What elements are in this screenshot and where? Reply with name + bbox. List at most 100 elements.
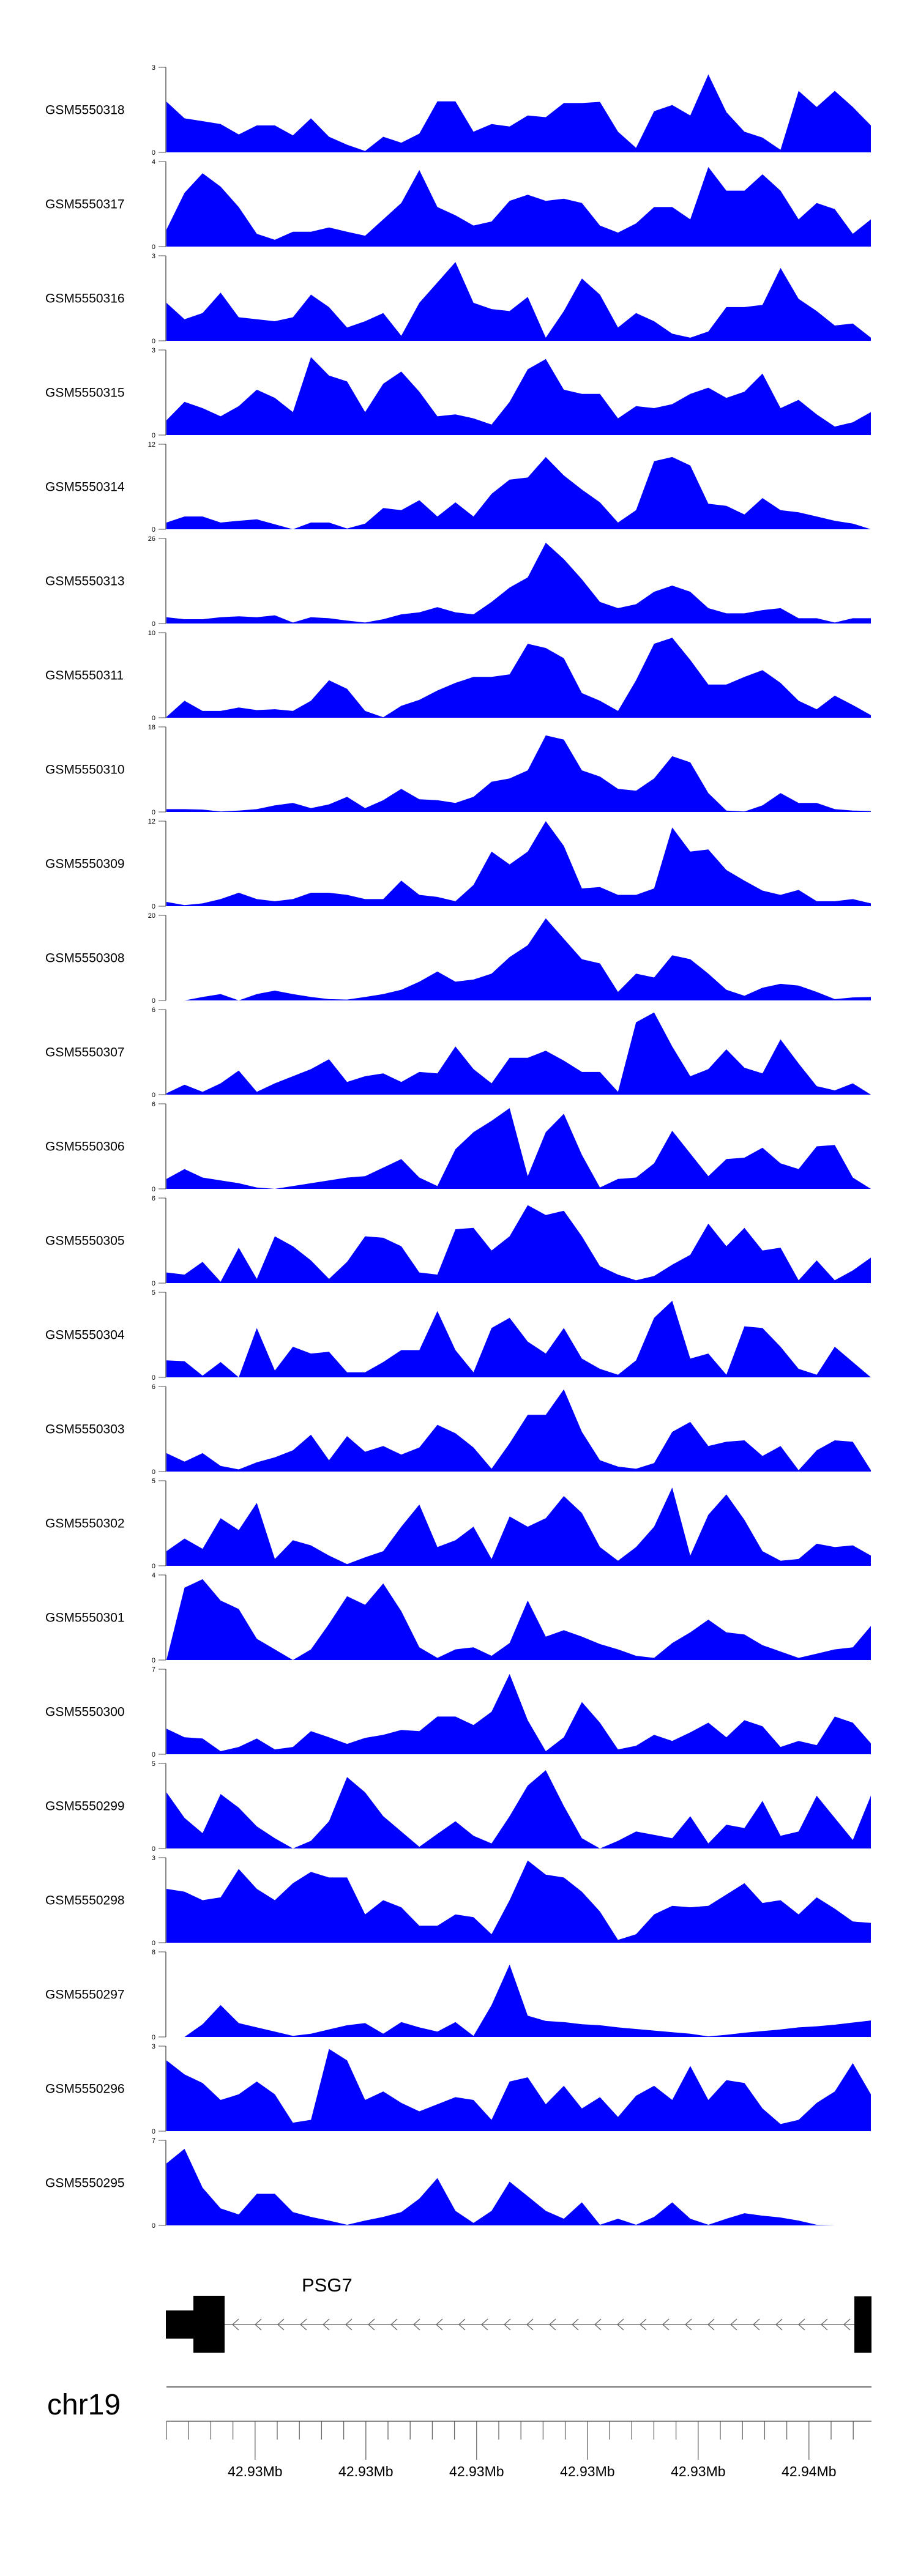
genome-tick-label: 42.93Mb bbox=[228, 2463, 283, 2479]
coverage-area bbox=[166, 2049, 871, 2131]
track-GSM5550303: GSM5550303 6 0 bbox=[45, 1383, 871, 1476]
track-GSM5550300: GSM5550300 7 0 bbox=[45, 1666, 871, 1759]
y-tick-label-max: 3 bbox=[152, 347, 155, 354]
y-tick-label-max: 5 bbox=[152, 1289, 155, 1297]
strand-arrow bbox=[300, 2318, 307, 2331]
coverage-area bbox=[166, 1770, 871, 1848]
y-tick-label-max: 6 bbox=[152, 1101, 155, 1108]
track-label: GSM5550308 bbox=[45, 951, 125, 966]
y-tick-label-zero: 0 bbox=[152, 1469, 155, 1476]
coverage-area bbox=[166, 735, 871, 812]
strand-arrow bbox=[775, 2318, 783, 2331]
track-GSM5550308: GSM5550308 20 0 bbox=[45, 912, 871, 1005]
track-GSM5550298: GSM5550298 3 0 bbox=[45, 1855, 871, 1947]
coverage-area bbox=[166, 1487, 871, 1566]
y-tick-label-zero: 0 bbox=[152, 1940, 155, 1947]
strand-arrow bbox=[707, 2318, 715, 2331]
track-GSM5550314: GSM5550314 12 0 bbox=[45, 441, 871, 534]
coverage-area bbox=[166, 74, 871, 152]
y-tick-label-max: 8 bbox=[152, 1949, 155, 1956]
strand-arrow bbox=[255, 2318, 262, 2331]
track-label: GSM5550316 bbox=[45, 292, 125, 306]
coverage-area bbox=[166, 1579, 871, 1660]
coverage-area bbox=[166, 1108, 871, 1189]
strand-arrow bbox=[662, 2318, 670, 2331]
y-tick-label-max: 4 bbox=[152, 1572, 155, 1579]
y-tick-label-max: 3 bbox=[152, 1855, 155, 1862]
track-label: GSM5550302 bbox=[45, 1517, 125, 1531]
track-GSM5550315: GSM5550315 3 0 bbox=[45, 347, 871, 439]
track-GSM5550297: GSM5550297 8 0 bbox=[45, 1949, 871, 2041]
y-tick-label-zero: 0 bbox=[152, 1280, 155, 1287]
coverage-area bbox=[166, 1673, 871, 1754]
y-tick-label-zero: 0 bbox=[152, 1186, 155, 1193]
y-tick-label-zero: 0 bbox=[152, 809, 155, 816]
track-GSM5550309: GSM5550309 12 0 bbox=[45, 818, 871, 910]
coverage-area bbox=[166, 918, 871, 1000]
strand-arrow bbox=[436, 2318, 443, 2331]
track-label: GSM5550315 bbox=[45, 386, 125, 400]
strand-arrow bbox=[640, 2318, 647, 2331]
y-tick-label-zero: 0 bbox=[152, 1374, 155, 1382]
track-label: GSM5550318 bbox=[45, 103, 125, 117]
y-tick-label-zero: 0 bbox=[152, 2222, 155, 2230]
track-label: GSM5550314 bbox=[45, 480, 125, 494]
y-tick-label-max: 12 bbox=[148, 441, 155, 449]
coverage-area bbox=[166, 2148, 871, 2225]
y-tick-label-max: 5 bbox=[152, 1478, 155, 1485]
y-tick-label-max: 3 bbox=[152, 253, 155, 260]
y-tick-label-max: 6 bbox=[152, 1383, 155, 1391]
genome-tick-label: 42.93Mb bbox=[449, 2463, 504, 2479]
y-tick-label-max: 7 bbox=[152, 1666, 155, 1673]
coverage-area bbox=[166, 1964, 871, 2037]
y-tick-label-zero: 0 bbox=[152, 2034, 155, 2041]
y-tick-label-zero: 0 bbox=[152, 244, 155, 251]
strand-arrow bbox=[390, 2318, 398, 2331]
track-GSM5550317: GSM5550317 4 0 bbox=[45, 158, 871, 251]
strand-arrow bbox=[685, 2318, 692, 2331]
strand-arrow bbox=[594, 2318, 602, 2331]
strand-arrow bbox=[277, 2318, 285, 2331]
genome-tick-label: 42.93Mb bbox=[338, 2463, 394, 2479]
y-tick-label-zero: 0 bbox=[152, 149, 155, 157]
track-label: GSM5550296 bbox=[45, 2082, 125, 2096]
y-tick-label-zero: 0 bbox=[152, 1751, 155, 1759]
track-GSM5550304: GSM5550304 5 0 bbox=[45, 1289, 871, 1382]
y-tick-label-max: 5 bbox=[152, 1760, 155, 1768]
y-tick-label-zero: 0 bbox=[152, 997, 155, 1005]
track-GSM5550305: GSM5550305 6 0 bbox=[45, 1195, 871, 1287]
y-tick-label-zero: 0 bbox=[152, 1845, 155, 1853]
coverage-area bbox=[166, 1860, 871, 1943]
y-tick-label-max: 26 bbox=[148, 535, 155, 543]
strand-arrow bbox=[730, 2318, 737, 2331]
genome-tick-label: 42.94Mb bbox=[782, 2463, 837, 2479]
y-tick-label-max: 3 bbox=[152, 64, 155, 72]
y-tick-label-zero: 0 bbox=[152, 1657, 155, 1664]
y-tick-label-max: 20 bbox=[148, 912, 155, 920]
y-tick-label-max: 3 bbox=[152, 2043, 155, 2050]
y-tick-label-max: 10 bbox=[148, 630, 155, 637]
coverage-area bbox=[166, 167, 871, 247]
gene-track: PSG7 bbox=[166, 2274, 871, 2353]
track-GSM5550318: GSM5550318 3 0 bbox=[45, 64, 871, 157]
track-label: GSM5550310 bbox=[45, 763, 125, 777]
coverage-area bbox=[166, 357, 871, 435]
coverage-area bbox=[166, 1012, 871, 1095]
coverage-tracks: GSM555031830GSM555031740GSM555031630GSM5… bbox=[45, 64, 871, 2230]
coverage-area bbox=[166, 262, 871, 341]
track-GSM5550307: GSM5550307 6 0 bbox=[45, 1007, 871, 1099]
strand-arrow bbox=[526, 2318, 534, 2331]
y-tick-label-max: 6 bbox=[152, 1195, 155, 1202]
coverage-area bbox=[166, 456, 871, 529]
track-label: GSM5550311 bbox=[45, 669, 124, 683]
gene-label: PSG7 bbox=[302, 2274, 353, 2296]
track-GSM5550302: GSM5550302 5 0 bbox=[45, 1478, 871, 1570]
track-label: GSM5550309 bbox=[45, 857, 125, 871]
track-GSM5550295: GSM5550295 7 0 bbox=[45, 2137, 871, 2230]
genome-tick-label: 42.93Mb bbox=[671, 2463, 726, 2479]
strand-arrow bbox=[368, 2318, 375, 2331]
track-label: GSM5550303 bbox=[45, 1423, 125, 1437]
track-label: GSM5550300 bbox=[45, 1705, 125, 1719]
y-tick-label-max: 4 bbox=[152, 158, 155, 166]
